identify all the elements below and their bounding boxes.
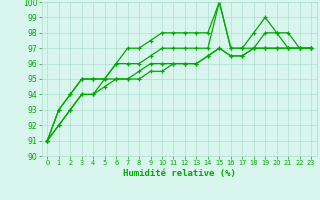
X-axis label: Humidité relative (%): Humidité relative (%)	[123, 169, 236, 178]
